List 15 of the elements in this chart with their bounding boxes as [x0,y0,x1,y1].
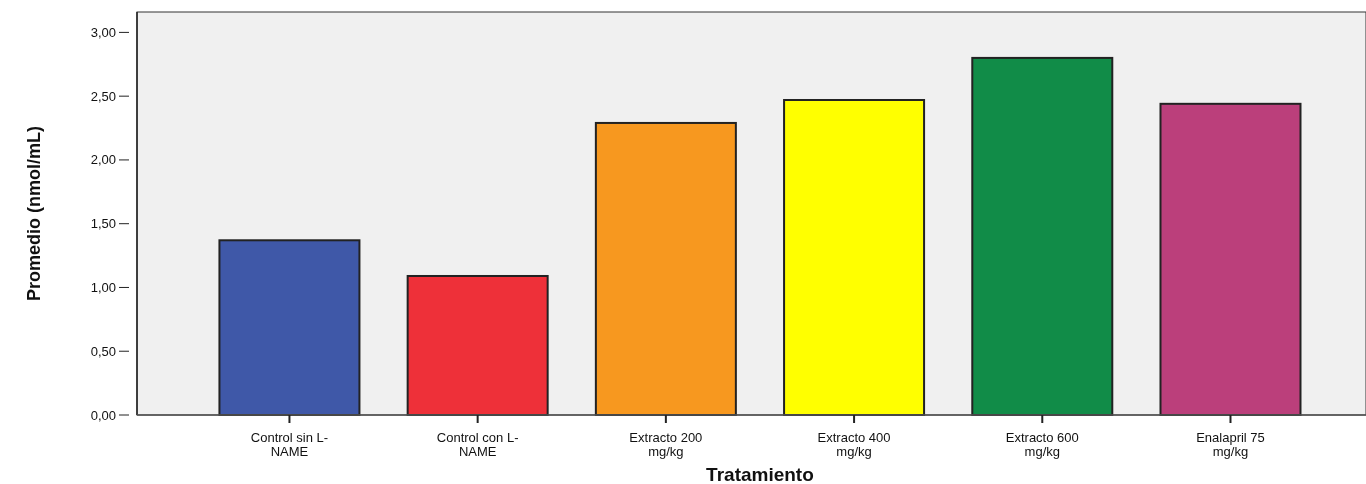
y-tick-label: 3,00 [90,24,116,40]
x-tick-label: Extracto 400 mg/kg [817,430,891,459]
x-tick-label: Extracto 200 mg/kg [629,430,703,459]
y-axis-title: Promedio (nmol/mL) [24,126,44,301]
y-tick-label: 0,50 [90,343,116,359]
x-tick-label: Control con L- NAME [436,430,519,459]
x-tick-label: Enalapril 75 mg/kg [1196,430,1265,459]
y-tick-label: 1,00 [90,280,116,296]
y-tick-label: 2,50 [90,88,116,104]
y-tick-label: 1,50 [90,216,116,232]
y-tick-label: 2,00 [90,152,116,168]
x-tick-label: Control sin L- NAME [250,430,329,459]
x-axis-title: Tratamiento [706,464,814,484]
y-tick-label: 0,00 [90,407,116,423]
x-tick-label: Extracto 600 mg/kg [1005,430,1079,459]
